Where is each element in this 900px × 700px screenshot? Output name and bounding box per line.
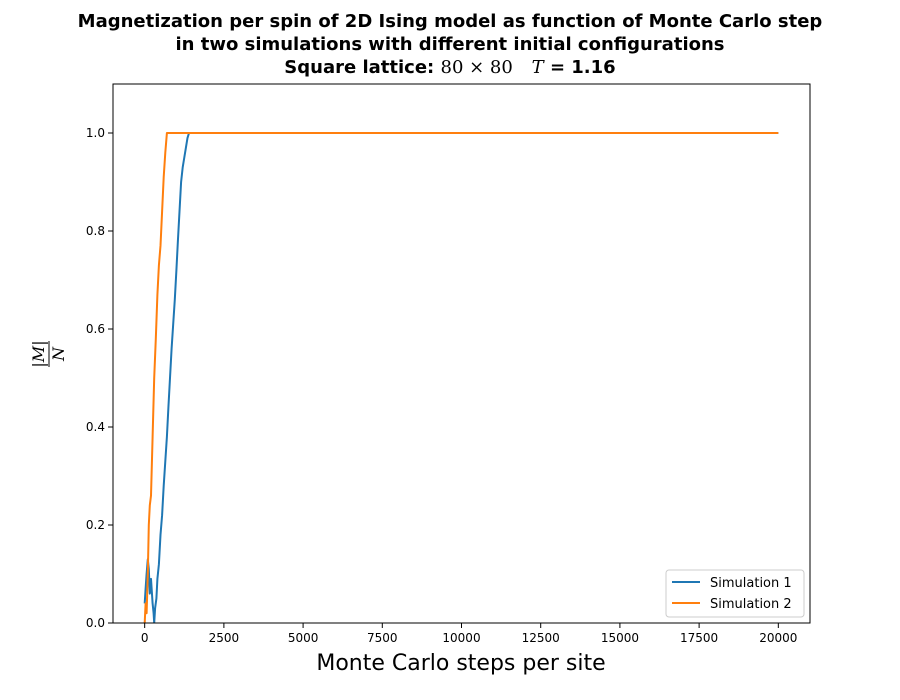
x-axis: 0 2500 5000 7500 10000 12500 15000 17500 20000: [141, 623, 797, 645]
y-tick-label: 1.0: [86, 126, 105, 140]
title-temperature-symbol: T: [531, 57, 544, 78]
x-tick-label: 7500: [367, 631, 398, 645]
x-axis-label: Monte Carlo steps per site: [316, 651, 605, 676]
title-lattice-size: 80 × 80: [440, 57, 513, 78]
legend: Simulation 1 Simulation 2: [665, 569, 805, 618]
series-layer: [143, 132, 779, 623]
x-tick-label: 12500: [522, 631, 560, 645]
title-line-1: Magnetization per spin of 2D Ising model…: [77, 11, 823, 32]
x-tick-label: 20000: [759, 631, 797, 645]
y-tick-label: 0.6: [86, 322, 105, 336]
title-lattice-prefix: Square lattice:: [284, 57, 441, 78]
y-axis-label-numerator: |M|: [29, 340, 48, 367]
legend-label-simulation-1: Simulation 1: [710, 576, 792, 591]
legend-frame: [665, 569, 805, 618]
x-tick-label: 10000: [442, 631, 480, 645]
y-tick-label: 0.8: [86, 224, 105, 238]
chart-title: Magnetization per spin of 2D Ising model…: [0, 10, 900, 79]
y-tick-label: 0.4: [86, 420, 105, 434]
x-tick-label: 15000: [601, 631, 639, 645]
title-temperature-value: = 1.16: [543, 57, 616, 78]
y-tick-label: 0.0: [86, 616, 105, 630]
plot-frame: [112, 83, 811, 624]
series-line-simulation-1: [143, 132, 779, 623]
x-tick-label: 0: [141, 631, 149, 645]
title-line-3: Square lattice: 80 × 80 T = 1.16: [0, 56, 900, 79]
title-line-2: in two simulations with different initia…: [175, 34, 725, 55]
legend-label-simulation-2: Simulation 2: [710, 597, 792, 612]
series-line-simulation-2: [143, 132, 779, 623]
x-tick-label: 5000: [288, 631, 319, 645]
y-axis-label: |M| N: [29, 340, 68, 367]
x-tick-label: 17500: [680, 631, 718, 645]
y-axis-label-denominator: N: [49, 346, 68, 362]
y-tick-label: 0.2: [86, 518, 105, 532]
y-axis: 0.0 0.2 0.4 0.6 0.8 1.0: [86, 126, 113, 630]
x-tick-label: 2500: [209, 631, 240, 645]
